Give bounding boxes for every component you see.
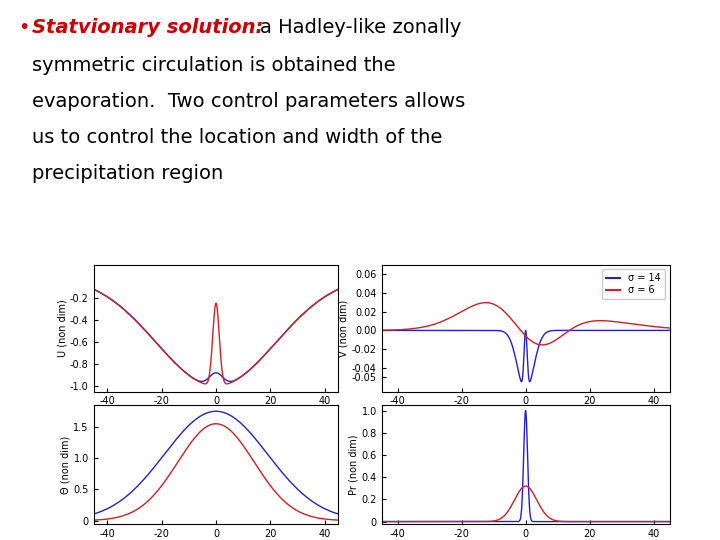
Text: Statvionary solution:: Statvionary solution: — [32, 18, 264, 37]
Text: symmetric circulation is obtained the: symmetric circulation is obtained the — [32, 56, 395, 75]
Text: precipitation region: precipitation region — [32, 164, 223, 183]
Y-axis label: V (non dim): V (non dim) — [339, 299, 349, 357]
Y-axis label: Θ (non dim): Θ (non dim) — [60, 435, 71, 494]
Text: evaporation.  Two control parameters allows: evaporation. Two control parameters allo… — [32, 92, 465, 111]
Text: a Hadley-like zonally: a Hadley-like zonally — [260, 18, 462, 37]
Text: •: • — [18, 18, 30, 37]
Text: us to control the location and width of the: us to control the location and width of … — [32, 128, 442, 147]
Legend: σ = 14, σ = 6: σ = 14, σ = 6 — [602, 269, 665, 299]
Y-axis label: Pr (non dim): Pr (non dim) — [348, 434, 359, 495]
Y-axis label: U (non dim): U (non dim) — [57, 299, 67, 357]
